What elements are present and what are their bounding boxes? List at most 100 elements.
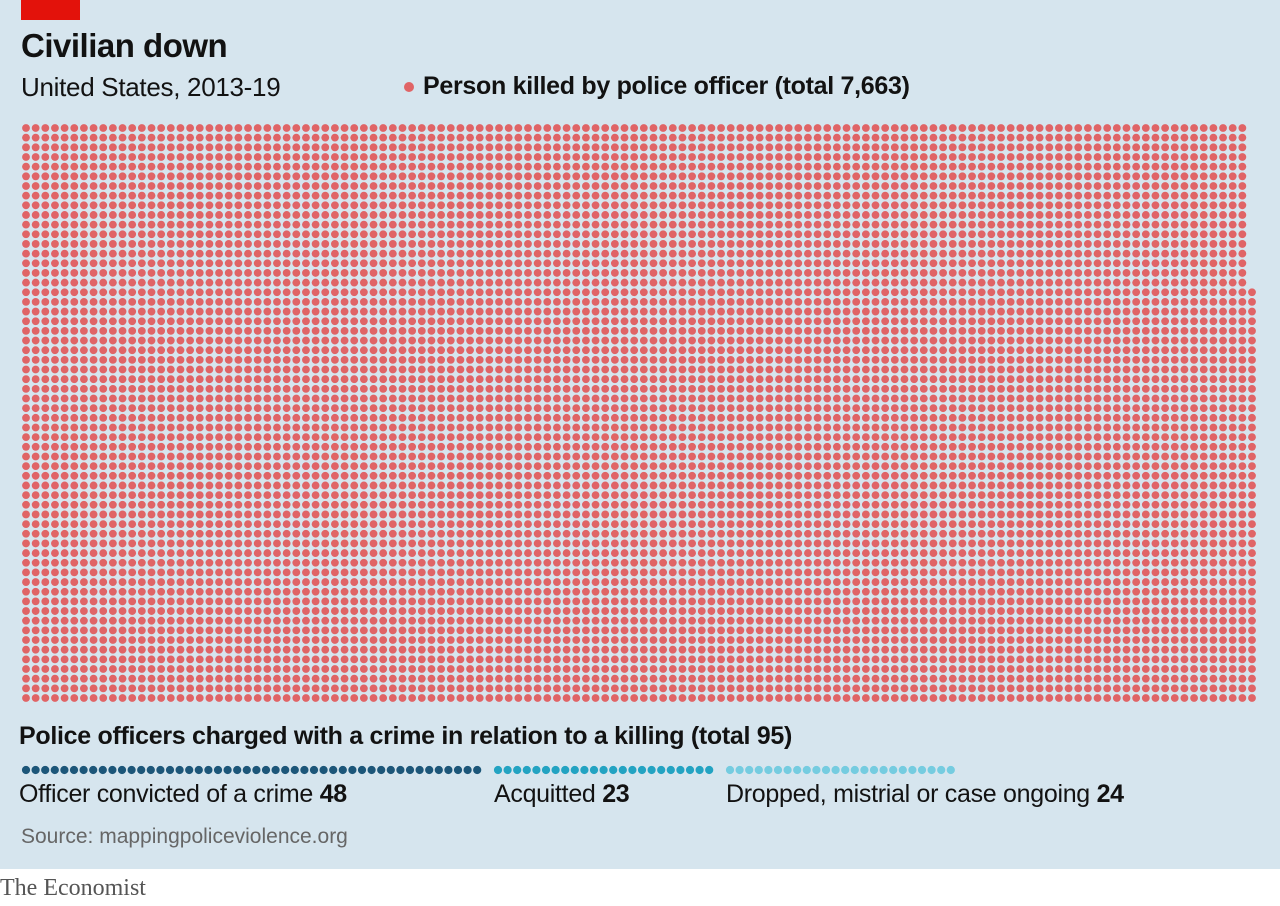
killed-dot xyxy=(292,220,301,229)
killed-dot xyxy=(524,153,532,161)
killed-dot xyxy=(408,153,417,161)
killed-dot xyxy=(572,452,581,461)
killed-dot xyxy=(321,317,330,326)
killed-dot xyxy=(524,684,532,693)
killed-dot xyxy=(543,230,552,239)
killed-dot xyxy=(813,182,822,190)
killed-dot xyxy=(659,346,668,355)
killed-dot xyxy=(118,423,127,432)
killed-dot xyxy=(582,240,590,248)
killed-dot xyxy=(784,491,793,500)
killed-dot xyxy=(446,153,455,161)
killed-dot xyxy=(543,587,552,596)
killed-dot xyxy=(292,404,301,413)
killed-dot xyxy=(157,240,166,248)
killed-dot xyxy=(147,694,156,702)
killed-dot xyxy=(775,539,783,548)
killed-dot xyxy=(533,510,542,519)
killed-dot xyxy=(524,162,532,171)
killed-dot xyxy=(41,220,50,229)
killed-dot xyxy=(765,249,774,258)
killed-dot xyxy=(244,684,252,693)
killed-dot xyxy=(108,336,117,345)
killed-dot xyxy=(41,549,50,557)
killed-dot xyxy=(572,162,581,171)
killed-dot xyxy=(331,471,339,480)
killed-dot xyxy=(302,471,310,480)
killed-dot xyxy=(572,240,581,248)
killed-dot xyxy=(398,355,407,364)
killed-dot xyxy=(31,491,40,500)
killed-dot xyxy=(553,162,561,171)
killed-dot xyxy=(118,539,127,548)
killed-dot xyxy=(543,520,552,528)
killed-dot xyxy=(823,636,832,644)
killed-dot xyxy=(514,375,523,384)
killed-dot xyxy=(51,201,59,210)
killed-dot xyxy=(437,549,445,557)
killed-dot xyxy=(244,500,252,509)
killed-dot xyxy=(331,413,339,422)
killed-dot xyxy=(726,404,735,413)
killed-dot xyxy=(350,549,359,557)
killed-dot xyxy=(697,674,706,683)
killed-dot xyxy=(31,182,40,190)
killed-dot xyxy=(784,452,793,461)
killed-dot xyxy=(475,172,484,181)
killed-dot xyxy=(427,298,436,306)
killed-dot xyxy=(813,500,822,509)
killed-dot xyxy=(99,674,108,683)
killed-dot xyxy=(350,626,359,635)
killed-dot xyxy=(215,259,223,268)
killed-dot xyxy=(572,211,581,219)
killed-dot xyxy=(417,442,426,451)
killed-dot xyxy=(166,346,175,355)
killed-dot xyxy=(292,491,301,500)
killed-dot xyxy=(195,336,204,345)
killed-dot xyxy=(427,636,436,644)
killed-dot xyxy=(668,384,677,393)
killed-dot xyxy=(108,616,117,625)
killed-dot xyxy=(350,587,359,596)
killed-dot xyxy=(234,288,243,297)
killed-dot xyxy=(147,191,156,200)
killed-dot xyxy=(205,549,214,557)
killed-dot xyxy=(89,558,98,567)
killed-dot xyxy=(359,153,368,161)
killed-dot xyxy=(80,597,88,606)
killed-dot xyxy=(591,491,600,500)
killed-dot xyxy=(446,336,455,345)
killed-dot xyxy=(659,211,668,219)
killed-dot xyxy=(427,645,436,654)
killed-dot xyxy=(118,230,127,239)
killed-dot xyxy=(311,442,320,451)
killed-dot xyxy=(553,491,561,500)
killed-dot xyxy=(697,433,706,442)
killed-dot xyxy=(22,191,30,200)
killed-dot xyxy=(51,597,59,606)
killed-dot xyxy=(31,558,40,567)
killed-dot xyxy=(794,626,803,635)
killed-dot xyxy=(736,578,745,586)
killed-dot xyxy=(176,433,185,442)
killed-dot xyxy=(495,404,503,413)
killed-dot xyxy=(41,133,50,142)
killed-dot xyxy=(273,481,281,490)
killed-dot xyxy=(89,645,98,654)
killed-dot xyxy=(794,307,803,316)
killed-dot xyxy=(659,578,668,586)
killed-dot xyxy=(331,626,339,635)
killed-dot xyxy=(224,626,233,635)
killed-dot xyxy=(128,133,137,142)
killed-dot xyxy=(804,384,812,393)
killed-dot xyxy=(195,549,204,557)
killed-dot xyxy=(89,355,98,364)
killed-dot xyxy=(263,191,272,200)
killed-dot xyxy=(118,481,127,490)
killed-dot xyxy=(707,558,716,567)
killed-dot xyxy=(668,452,677,461)
killed-dot xyxy=(99,220,108,229)
killed-dot xyxy=(51,249,59,258)
killed-dot xyxy=(524,597,532,606)
killed-dot xyxy=(388,230,397,239)
